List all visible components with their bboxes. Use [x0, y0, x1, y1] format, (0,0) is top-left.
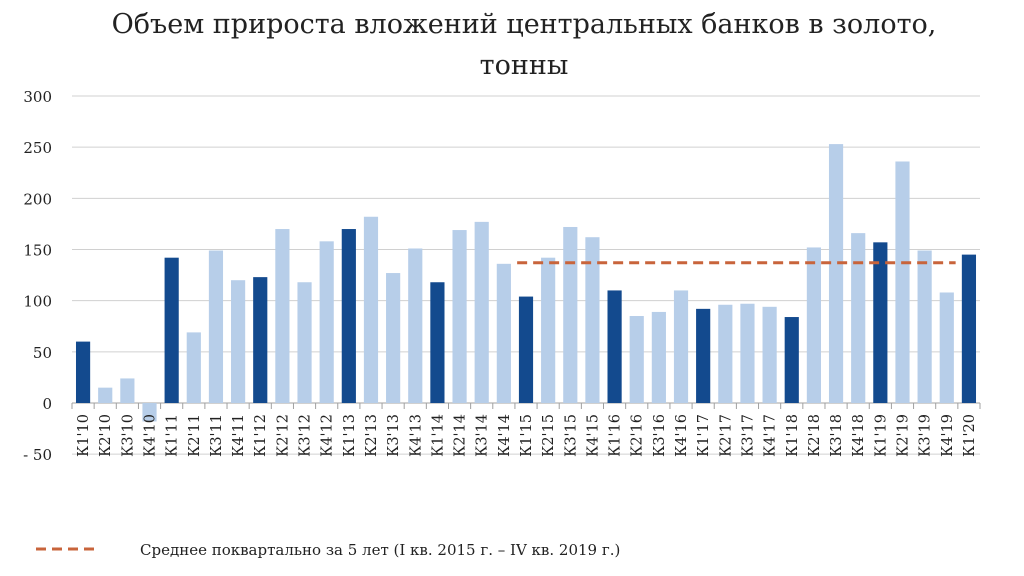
x-tick-label: К2'17 — [718, 414, 734, 457]
x-tick-label: К3'19 — [918, 414, 934, 457]
bar-К2'12 — [275, 229, 290, 403]
x-tick-label: К3'13 — [386, 414, 402, 457]
bar-К3'13 — [386, 273, 401, 403]
x-tick-label: К1'18 — [785, 414, 801, 457]
bar-К4'19 — [939, 292, 954, 403]
x-tick-label: К3'17 — [740, 414, 756, 457]
bar-К4'17 — [762, 306, 777, 403]
x-tick-label: К2'15 — [541, 414, 557, 457]
x-tick-label: К4'14 — [497, 414, 513, 457]
x-tick-label: К4'15 — [585, 414, 601, 457]
bar-К3'18 — [828, 144, 844, 403]
bar-К2'16 — [629, 316, 644, 403]
x-tick-label: К4'10 — [143, 414, 159, 457]
bar-К1'19 — [873, 242, 888, 403]
x-tick-label: К4'16 — [674, 414, 690, 457]
bar-К3'14 — [474, 221, 489, 403]
x-tick-label: К2'16 — [630, 414, 646, 457]
y-tick-label: 200 — [23, 190, 52, 208]
bar-К1'12 — [253, 277, 268, 403]
y-tick-label: 300 — [23, 88, 52, 106]
bar-К3'12 — [297, 282, 312, 403]
bar-К4'12 — [319, 241, 334, 403]
bar-К1'10 — [75, 341, 91, 403]
y-tick-label: 50 — [33, 344, 52, 362]
bar-К1'18 — [784, 317, 799, 403]
x-tick-label: К1'17 — [696, 414, 712, 457]
x-tick-label: К3'15 — [563, 414, 579, 457]
x-tick-label: К1'10 — [76, 414, 92, 457]
x-tick-label: К1'20 — [962, 414, 978, 457]
x-tick-label: К4'13 — [408, 414, 424, 457]
x-tick-label: К3'11 — [209, 414, 225, 457]
y-tick-label: 250 — [23, 139, 52, 157]
x-tick-label: К4'11 — [231, 414, 247, 457]
x-tick-label: К3'10 — [120, 414, 136, 457]
x-tick-label: К1'11 — [165, 414, 181, 457]
y-tick-label: 150 — [23, 242, 52, 260]
bar-К1'11 — [164, 257, 179, 403]
bar-К1'20 — [961, 254, 977, 403]
x-tick-label: К4'18 — [851, 414, 867, 457]
x-tick-label: К2'18 — [807, 414, 823, 457]
bar-К2'19 — [895, 161, 910, 403]
x-tick-label: К3'18 — [829, 414, 845, 457]
bar-К4'15 — [585, 237, 600, 403]
bar-К4'14 — [496, 263, 511, 403]
chart-title-line1: Объем прироста вложений центральных банк… — [112, 9, 937, 40]
x-tick-label: К1'14 — [430, 414, 446, 457]
chart-title-line2: тонны — [480, 50, 569, 81]
bar-К1'13 — [341, 229, 356, 403]
x-tick-label: К4'17 — [763, 414, 779, 457]
x-tick-label: К4'12 — [320, 414, 336, 457]
bar-К2'18 — [806, 247, 821, 403]
x-tick-label: К1'13 — [342, 414, 358, 457]
bar-К1'17 — [696, 308, 711, 403]
bar-К3'17 — [740, 303, 755, 403]
bar-К3'11 — [208, 250, 224, 403]
x-tick-label: К1'15 — [519, 414, 535, 457]
x-tick-label: К2'14 — [453, 414, 469, 457]
bar-К2'15 — [541, 257, 556, 403]
bar-К4'18 — [851, 233, 866, 403]
x-tick-label: К2'13 — [364, 414, 380, 457]
bar-К2'14 — [452, 230, 467, 403]
x-tick-label: К2'10 — [98, 414, 114, 457]
bar-К4'13 — [408, 248, 423, 403]
bar-К4'10 — [142, 403, 157, 422]
bar-К1'15 — [518, 296, 534, 403]
x-tick-label: К3'16 — [652, 414, 668, 457]
y-tick-label: 0 — [42, 395, 52, 413]
x-tick-label: К1'19 — [873, 414, 889, 457]
bar-К2'11 — [186, 332, 201, 403]
bar-К2'10 — [98, 387, 113, 403]
bar-К1'16 — [607, 290, 622, 403]
x-tick-label: К3'14 — [475, 414, 491, 457]
x-tick-label: К4'19 — [940, 414, 956, 457]
legend-average-label: Среднее поквартально за 5 лет (I кв. 201… — [140, 541, 620, 559]
x-tick-label: К2'11 — [187, 414, 203, 457]
bar-К1'14 — [430, 282, 445, 403]
x-tick-label: К1'16 — [608, 414, 624, 457]
bar-К2'17 — [718, 304, 733, 403]
bar-К3'16 — [651, 311, 666, 403]
bar-К4'11 — [231, 280, 246, 403]
x-tick-label: К2'12 — [275, 414, 291, 457]
y-tick-label: 100 — [23, 293, 52, 311]
x-tick-label: К1'12 — [253, 414, 269, 457]
bar-К3'10 — [120, 378, 135, 403]
x-tick-label: К2'19 — [895, 414, 911, 457]
bar-К4'16 — [673, 290, 689, 403]
bar-К3'19 — [917, 250, 932, 403]
y-tick-label: - 50 — [23, 446, 52, 464]
bar-К3'15 — [563, 226, 578, 403]
x-tick-label: К3'12 — [298, 414, 314, 457]
bar-К2'13 — [363, 216, 379, 403]
